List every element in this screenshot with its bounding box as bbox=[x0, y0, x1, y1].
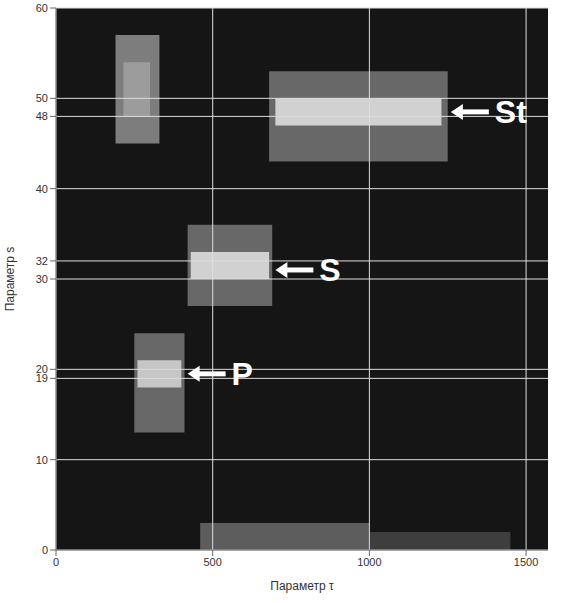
svg-text:P: P bbox=[232, 356, 253, 392]
svg-text:32: 32 bbox=[36, 255, 48, 267]
svg-text:St: St bbox=[495, 94, 527, 130]
svg-text:S: S bbox=[319, 252, 340, 288]
svg-text:0: 0 bbox=[42, 544, 48, 556]
svg-text:Параметр τ: Параметр τ bbox=[270, 579, 334, 593]
svg-text:1500: 1500 bbox=[514, 556, 538, 568]
svg-text:1000: 1000 bbox=[357, 556, 381, 568]
svg-text:500: 500 bbox=[204, 556, 222, 568]
svg-text:40: 40 bbox=[36, 183, 48, 195]
svg-text:10: 10 bbox=[36, 454, 48, 466]
svg-text:0: 0 bbox=[53, 556, 59, 568]
svg-text:60: 60 bbox=[36, 2, 48, 14]
svg-text:50: 50 bbox=[36, 92, 48, 104]
svg-text:Параметр s: Параметр s bbox=[3, 247, 17, 312]
svg-text:19: 19 bbox=[35, 372, 48, 385]
svg-text:30: 30 bbox=[36, 273, 48, 285]
svg-text:20: 20 bbox=[36, 363, 48, 375]
svg-text:48: 48 bbox=[36, 110, 48, 122]
